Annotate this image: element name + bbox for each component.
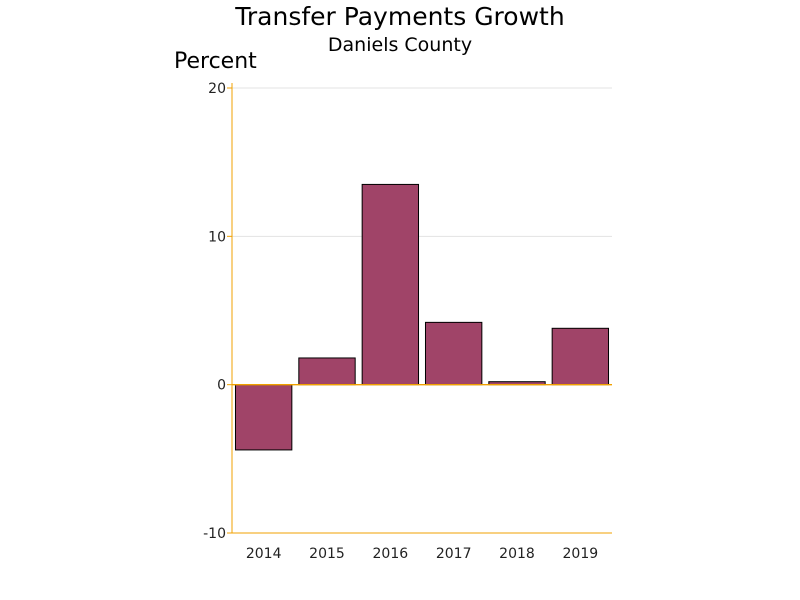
bar-2016 xyxy=(361,183,420,386)
axes xyxy=(231,83,612,534)
y-tick-labels: -10 0 10 20 xyxy=(203,81,232,542)
y-tick-label: 10 xyxy=(208,229,226,245)
x-tick-label: 2019 xyxy=(563,546,599,562)
bar-2014 xyxy=(234,384,293,451)
chart-subtitle: Daniels County xyxy=(328,34,472,56)
x-tick-label: 2018 xyxy=(499,546,535,562)
chart-title: Transfer Payments Growth xyxy=(234,2,564,31)
bar-2019 xyxy=(551,327,610,386)
bar-2015 xyxy=(298,357,356,386)
x-tick-label: 2017 xyxy=(436,546,472,562)
y-tick-label: 0 xyxy=(217,378,226,394)
gridlines xyxy=(232,87,612,237)
y-tick-label: -10 xyxy=(203,526,226,542)
x-tick-labels: 2014 2015 2016 2017 2018 2019 xyxy=(246,546,598,562)
bars xyxy=(234,183,610,451)
y-axis-label: Percent xyxy=(174,49,257,74)
bar-2017 xyxy=(424,321,483,386)
x-tick-label: 2016 xyxy=(373,546,409,562)
x-tick-label: 2014 xyxy=(246,546,282,562)
x-tick-label: 2015 xyxy=(309,546,345,562)
y-tick-label: 20 xyxy=(208,81,226,97)
